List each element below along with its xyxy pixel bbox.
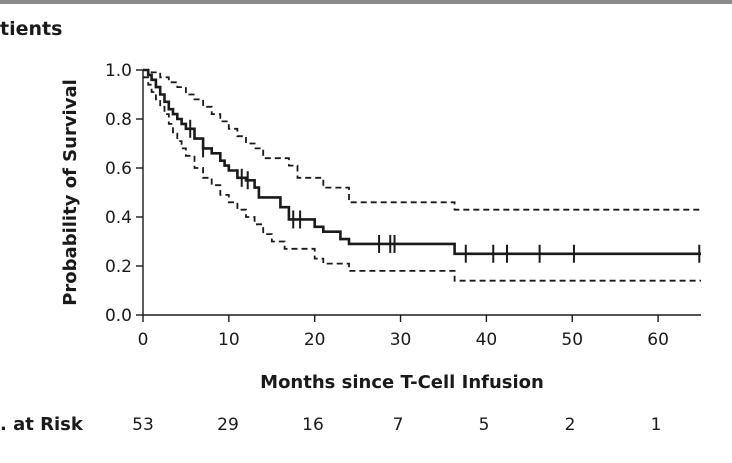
- confidence-band-curve: [143, 76, 701, 282]
- x-tick-label: 20: [304, 330, 326, 350]
- x-tick-label: 10: [218, 330, 240, 350]
- top-rule: [0, 0, 732, 4]
- y-tick-label: 0.0: [105, 306, 132, 326]
- y-tick-label: 0.4: [105, 208, 132, 228]
- panel-label: tients: [0, 18, 63, 40]
- risk-value: 5: [479, 415, 490, 435]
- y-tick-label: 0.6: [105, 159, 132, 179]
- y-tick-label: 0.2: [105, 257, 132, 277]
- risk-value: 2: [565, 415, 576, 435]
- survival-curve: [143, 68, 701, 256]
- y-axis-title: Probability of Survival: [60, 79, 81, 306]
- risk-value: 16: [302, 415, 324, 435]
- x-tick-label: 40: [476, 330, 498, 350]
- x-axis-title: Months since T-Cell Infusion: [260, 372, 544, 393]
- risk-table-label: . at Risk: [0, 414, 84, 435]
- x-tick-label: 30: [390, 330, 412, 350]
- risk-value: 53: [132, 415, 154, 435]
- x-tick-label: 0: [138, 330, 149, 350]
- risk-value: 29: [217, 415, 239, 435]
- x-tick-label: 50: [561, 330, 583, 350]
- y-tick-label: 0.8: [105, 110, 132, 130]
- y-tick-label: 1.0: [105, 61, 132, 81]
- x-tick-label: 60: [647, 330, 669, 350]
- risk-value: 7: [393, 415, 404, 435]
- confidence-band-curve: [143, 69, 701, 211]
- risk-value: 1: [651, 415, 662, 435]
